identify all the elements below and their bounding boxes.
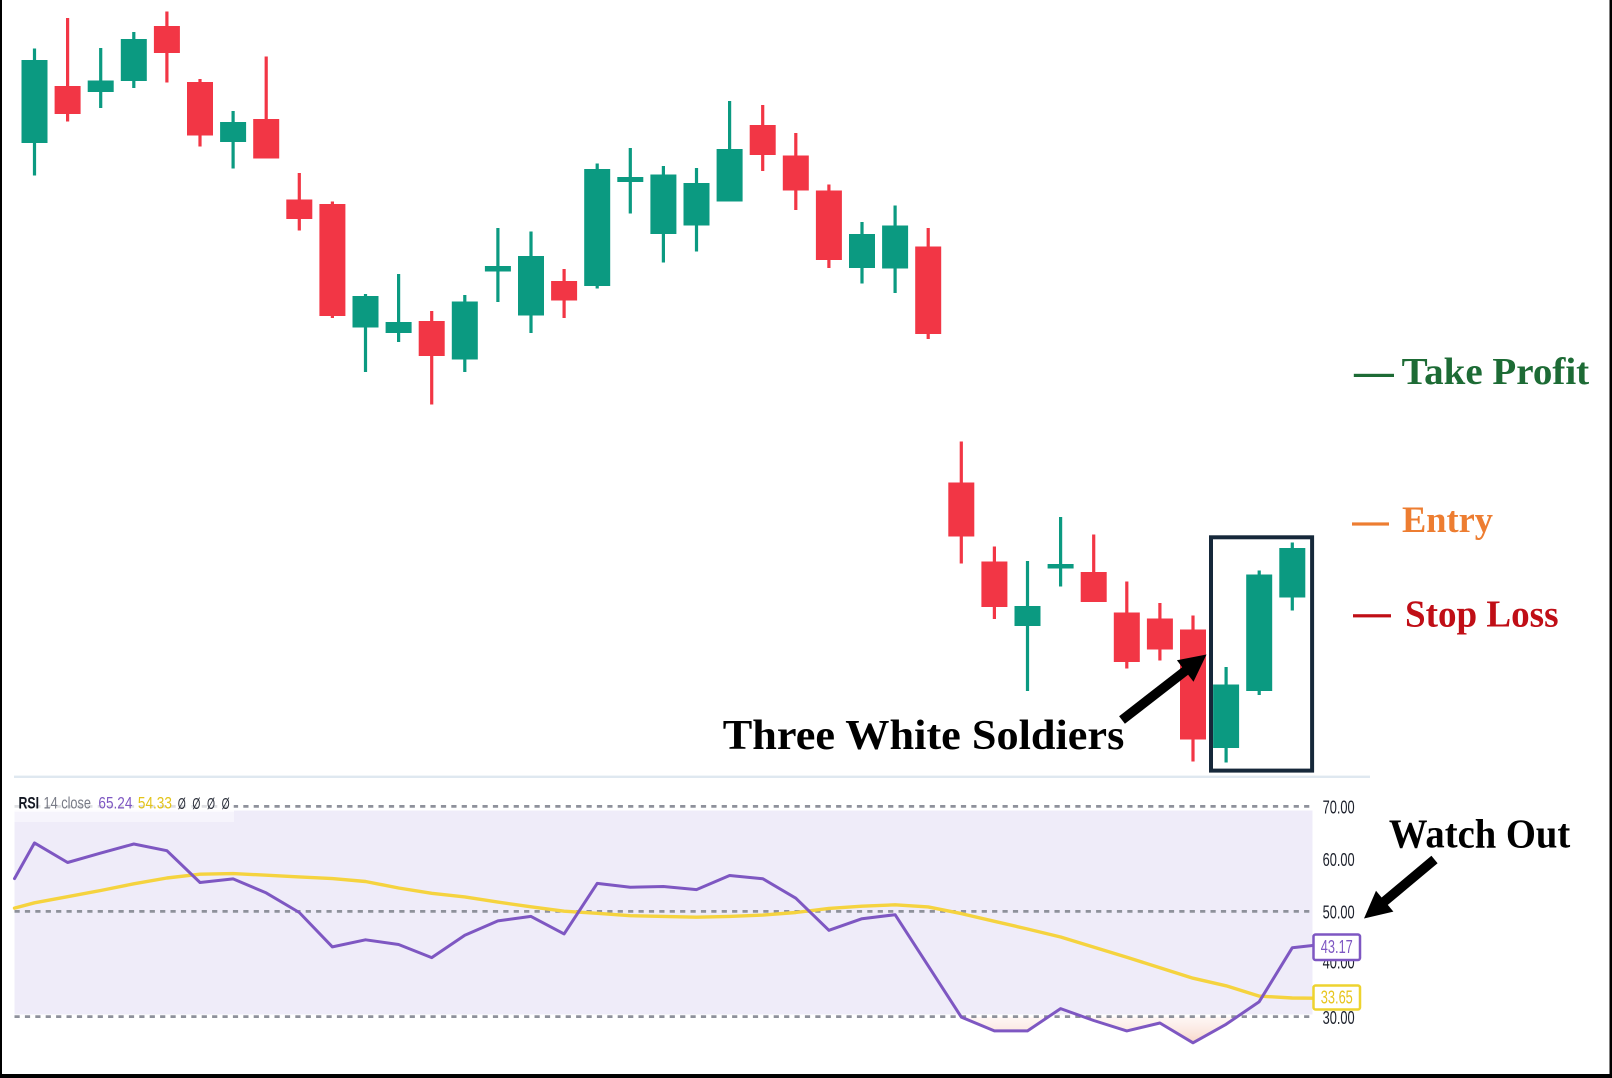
svg-text:Three White Soldiers: Three White Soldiers [723,712,1125,759]
svg-text:43.17: 43.17 [1321,937,1353,957]
svg-text:60.00: 60.00 [1323,850,1355,870]
svg-text:Take Profit: Take Profit [1402,351,1590,393]
svg-text:Ø: Ø [207,796,215,813]
svg-text:Watch Out: Watch Out [1389,811,1571,857]
svg-text:50.00: 50.00 [1323,903,1355,923]
svg-text:30.00: 30.00 [1323,1008,1355,1028]
svg-text:Stop Loss: Stop Loss [1405,594,1559,636]
svg-text:Entry: Entry [1402,500,1493,541]
svg-text:33.65: 33.65 [1321,988,1353,1008]
svg-text:54.33: 54.33 [138,795,172,813]
svg-text:RSI: RSI [19,795,40,813]
svg-text:65.24: 65.24 [98,795,132,813]
svg-text:Ø: Ø [192,796,200,813]
svg-text:14 close: 14 close [44,795,92,813]
svg-text:Ø: Ø [178,796,186,813]
svg-text:70.00: 70.00 [1323,798,1355,818]
svg-text:Ø: Ø [222,796,230,813]
